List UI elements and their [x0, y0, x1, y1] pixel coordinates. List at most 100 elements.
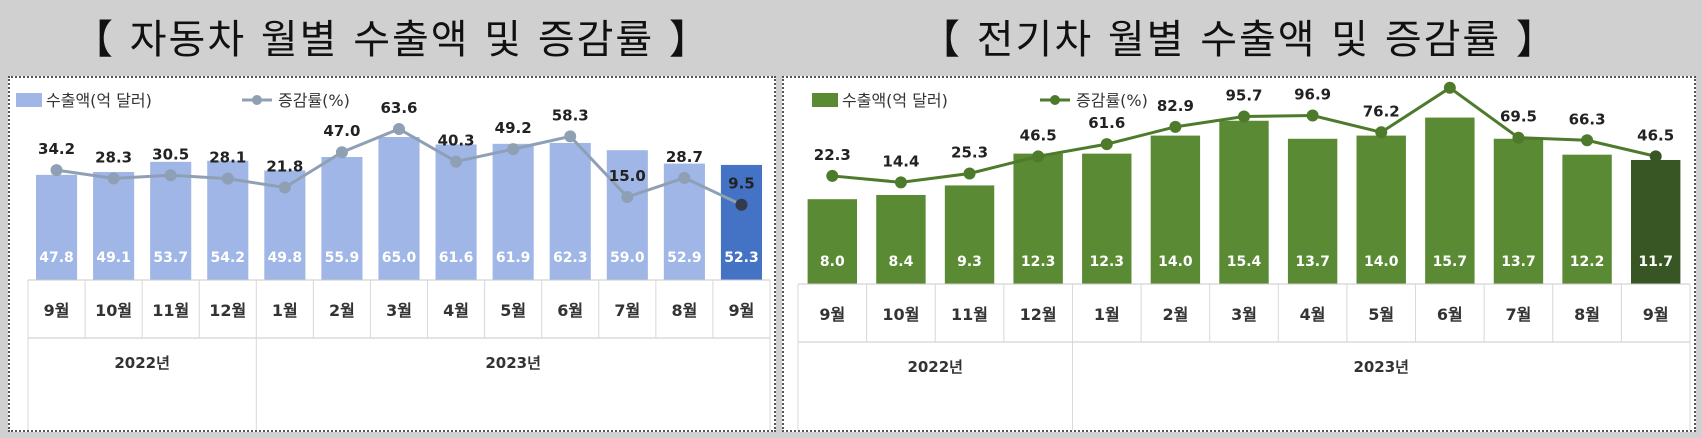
line-value-label-4: 61.6: [1088, 114, 1125, 132]
line-point-2: [164, 169, 177, 182]
month-label-10: 7월: [1506, 305, 1532, 324]
month-label-3: 12월: [1020, 305, 1057, 324]
bar-9: [1425, 117, 1475, 284]
month-label-7: 4월: [1300, 305, 1326, 324]
line-point-11: [678, 171, 691, 184]
legend-line-label: 증감률(%): [278, 91, 350, 110]
bar-value-label-4: 12.3: [1089, 254, 1124, 270]
bar-value-label-5: 55.9: [325, 250, 360, 266]
month-label-0: 9월: [44, 301, 70, 320]
line-value-label-11: 28.7: [666, 148, 703, 166]
line-value-label-12: 46.5: [1637, 126, 1674, 144]
bar-value-label-8: 61.9: [496, 250, 531, 266]
bar-1: [93, 171, 135, 280]
month-label-10: 7월: [614, 301, 640, 320]
line-value-label-10: 15.0: [609, 167, 646, 185]
bar-value-label-0: 8.0: [820, 254, 845, 270]
bar-11: [1562, 154, 1612, 284]
line-value-label-2: 30.5: [152, 145, 189, 163]
month-label-8: 5월: [500, 301, 526, 320]
year-label-0: 2022년: [907, 358, 963, 376]
bar-6: [378, 137, 420, 280]
month-label-11: 8월: [1574, 305, 1600, 324]
bar-value-label-0: 47.8: [39, 250, 74, 266]
line-value-label-10: 69.5: [1500, 108, 1537, 126]
bar-2: [944, 185, 995, 284]
month-label-9: 6월: [1437, 305, 1463, 324]
line-point-5: [335, 146, 348, 159]
line-point-12: [1649, 150, 1662, 163]
month-label-12: 9월: [1643, 305, 1669, 324]
bar-12: [720, 164, 763, 280]
bar-value-label-9: 62.3: [553, 250, 588, 266]
month-label-6: 3월: [1231, 305, 1257, 324]
bar-2: [150, 161, 192, 280]
legend-line-label: 증감률(%): [1076, 91, 1148, 110]
month-label-4: 1월: [272, 301, 298, 320]
line-value-label-0: 22.3: [814, 146, 851, 164]
bar-value-label-4: 49.8: [268, 250, 303, 266]
ev-export-chart: 수출액(억 달러) 증감률(%) 8.0 8.4 9.3 12.3 12.3 14.0 15.4…: [782, 58, 1696, 432]
month-label-2: 11월: [951, 305, 988, 324]
bar-value-label-7: 13.7: [1295, 254, 1330, 270]
month-label-2: 11월: [152, 301, 189, 320]
legend-bar-swatch: [16, 93, 42, 107]
bar-value-label-2: 9.3: [957, 254, 982, 270]
line-value-label-0: 34.2: [38, 140, 75, 158]
bar-12: [1630, 159, 1681, 284]
bar-value-label-9: 15.7: [1433, 254, 1468, 270]
right-chart-title: 【 전기차 월별 수출액 및 증감률 】: [920, 17, 1558, 63]
line-value-label-8: 76.2: [1363, 102, 1400, 120]
line-point-8: [507, 143, 520, 156]
month-label-7: 4월: [443, 301, 469, 320]
month-label-8: 5월: [1368, 305, 1394, 324]
bar-value-label-10: 59.0: [610, 250, 645, 266]
bar-value-label-1: 49.1: [96, 250, 131, 266]
ev-export-chart-svg: 수출액(억 달러) 증감률(%) 8.0 8.4 9.3 12.3 12.3 14.0 15.4…: [797, 58, 1691, 430]
line-point-9: [1443, 81, 1456, 94]
left-chart-title: 【 자동차 월별 수출액 및 증감률 】: [73, 17, 711, 63]
line-point-10: [621, 191, 634, 203]
bar-value-label-3: 54.2: [210, 250, 245, 266]
month-label-4: 1월: [1094, 305, 1120, 324]
car-export-chart: 수출액(억 달러) 증감률(%) 47.8 49.1 53.7 54.2 49.8 55.9 6…: [8, 76, 776, 432]
line-value-label-2: 25.3: [951, 144, 988, 162]
year-label-1: 2023년: [1353, 358, 1409, 376]
line-value-label-7: 40.3: [438, 132, 475, 150]
legend-bar-swatch: [812, 93, 838, 107]
bar-8: [492, 143, 534, 280]
line-point-2: [963, 167, 976, 180]
car-export-chart-svg: 수출액(억 달러) 증감률(%) 47.8 49.1 53.7 54.2 49.8 55.9 6…: [16, 91, 771, 430]
month-label-5: 2월: [1162, 305, 1188, 324]
line-point-10: [1512, 131, 1525, 144]
legend-bar-label: 수출액(억 달러): [842, 91, 948, 110]
bar-0: [35, 174, 78, 280]
line-point-5: [1169, 120, 1182, 133]
line-point-0: [50, 164, 63, 177]
line-point-0: [826, 169, 839, 182]
line-value-label-9: 58.3: [552, 106, 589, 124]
line-value-label-8: 49.2: [495, 119, 532, 137]
line-point-8: [1375, 126, 1388, 139]
month-label-0: 9월: [819, 305, 845, 324]
line-point-12: [735, 198, 748, 211]
bar-3: [1013, 153, 1063, 284]
bar-value-label-3: 12.3: [1021, 254, 1056, 270]
line-value-label-11: 66.3: [1569, 110, 1606, 128]
legend-bar-label: 수출액(억 달러): [46, 91, 152, 110]
bar-10: [1493, 138, 1544, 284]
bar-value-label-12: 52.3: [724, 250, 759, 266]
bar-value-label-5: 14.0: [1158, 254, 1193, 270]
month-label-1: 10월: [95, 301, 132, 320]
legend-line-marker: [252, 95, 262, 105]
line-point-11: [1581, 134, 1594, 147]
line-value-label-3: 28.1: [209, 149, 246, 167]
line-value-label-6: 63.6: [380, 99, 417, 117]
bar-8: [1356, 135, 1406, 284]
line-point-6: [393, 122, 405, 135]
line-point-4: [278, 181, 291, 194]
line-value-label-3: 46.5: [1020, 126, 1057, 144]
line-point-7: [1306, 109, 1319, 122]
bar-7: [1287, 138, 1338, 284]
line-point-4: [1100, 138, 1113, 151]
